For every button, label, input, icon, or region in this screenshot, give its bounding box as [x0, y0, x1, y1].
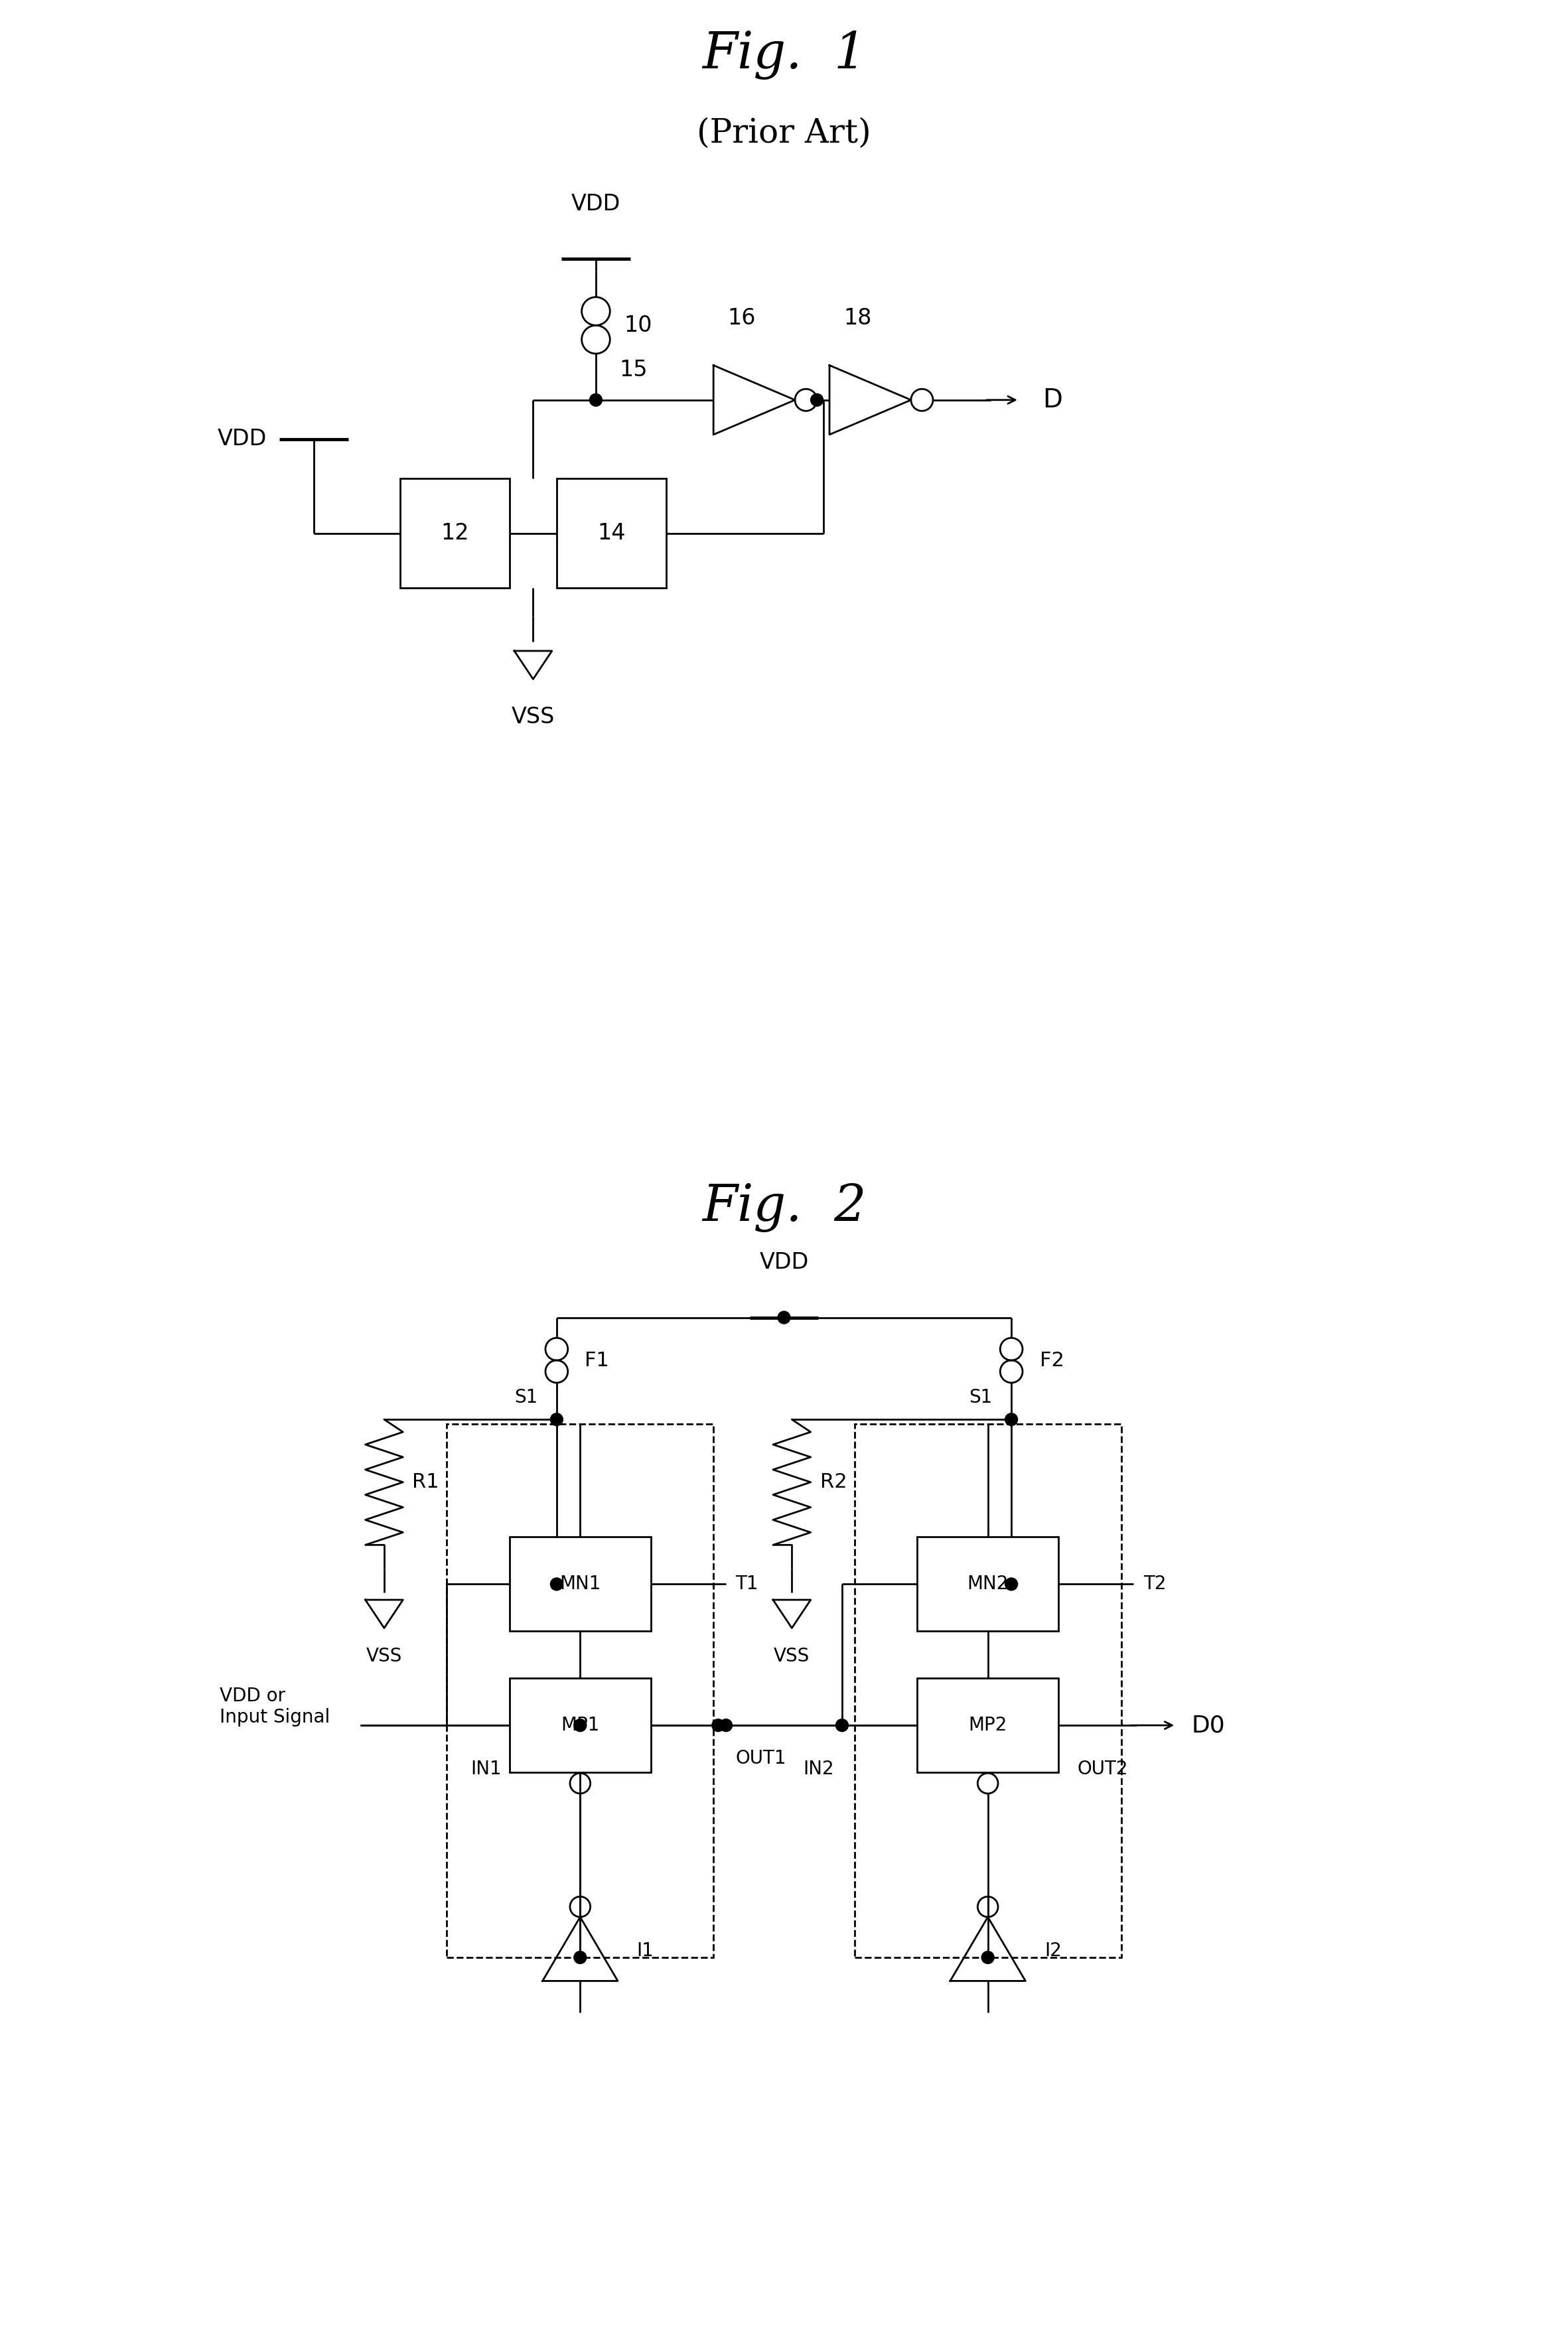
- Text: OUT1: OUT1: [735, 1748, 786, 1767]
- Text: 10: 10: [624, 315, 652, 337]
- Circle shape: [778, 1311, 790, 1323]
- Circle shape: [550, 1577, 563, 1591]
- Text: (Prior Art): (Prior Art): [696, 117, 872, 150]
- Text: D: D: [1043, 388, 1063, 414]
- Bar: [510, 1678, 651, 1771]
- Text: VDD: VDD: [571, 194, 621, 215]
- Text: OUT2: OUT2: [1077, 1760, 1127, 1778]
- Text: 14: 14: [597, 523, 626, 545]
- Text: I2: I2: [1044, 1942, 1062, 1961]
- Text: R1: R1: [412, 1472, 439, 1491]
- Circle shape: [982, 1951, 994, 1963]
- Text: Fig.  1: Fig. 1: [702, 30, 866, 79]
- Text: VDD or
Input Signal: VDD or Input Signal: [220, 1687, 329, 1727]
- Text: IN1: IN1: [470, 1760, 502, 1778]
- Bar: [510, 1538, 651, 1631]
- Circle shape: [836, 1720, 848, 1732]
- Text: T2: T2: [1143, 1575, 1167, 1594]
- Text: 12: 12: [441, 523, 469, 545]
- Text: F1: F1: [585, 1351, 610, 1369]
- Text: S1: S1: [969, 1388, 993, 1407]
- Text: VDD: VDD: [218, 428, 267, 451]
- Circle shape: [574, 1951, 586, 1963]
- Text: F2: F2: [1040, 1351, 1065, 1369]
- Text: VSS: VSS: [511, 706, 555, 727]
- Text: S1: S1: [514, 1388, 538, 1407]
- Circle shape: [590, 393, 602, 407]
- Circle shape: [550, 1414, 563, 1426]
- Text: 16: 16: [728, 308, 756, 330]
- Bar: [557, 479, 666, 589]
- Circle shape: [811, 393, 823, 407]
- Bar: [917, 1538, 1058, 1631]
- Text: Fig.  2: Fig. 2: [702, 1183, 866, 1232]
- Text: 18: 18: [844, 308, 872, 330]
- Circle shape: [574, 1720, 586, 1732]
- Circle shape: [720, 1720, 732, 1732]
- Circle shape: [712, 1720, 724, 1732]
- Bar: [447, 1423, 713, 1958]
- Text: MN1: MN1: [560, 1575, 601, 1594]
- Text: 15: 15: [619, 360, 648, 381]
- Bar: [917, 1678, 1058, 1771]
- Text: MP1: MP1: [561, 1715, 599, 1734]
- Bar: [400, 479, 510, 589]
- Circle shape: [1005, 1577, 1018, 1591]
- Text: IN2: IN2: [803, 1760, 834, 1778]
- Text: MP2: MP2: [969, 1715, 1007, 1734]
- Text: R2: R2: [820, 1472, 847, 1491]
- Text: T1: T1: [735, 1575, 759, 1594]
- Text: I1: I1: [637, 1942, 654, 1961]
- Text: MN2: MN2: [967, 1575, 1008, 1594]
- Text: VSS: VSS: [367, 1648, 401, 1666]
- Text: VDD: VDD: [759, 1253, 809, 1274]
- Text: D0: D0: [1192, 1713, 1225, 1736]
- Text: VSS: VSS: [775, 1648, 809, 1666]
- Circle shape: [1005, 1414, 1018, 1426]
- Bar: [855, 1423, 1121, 1958]
